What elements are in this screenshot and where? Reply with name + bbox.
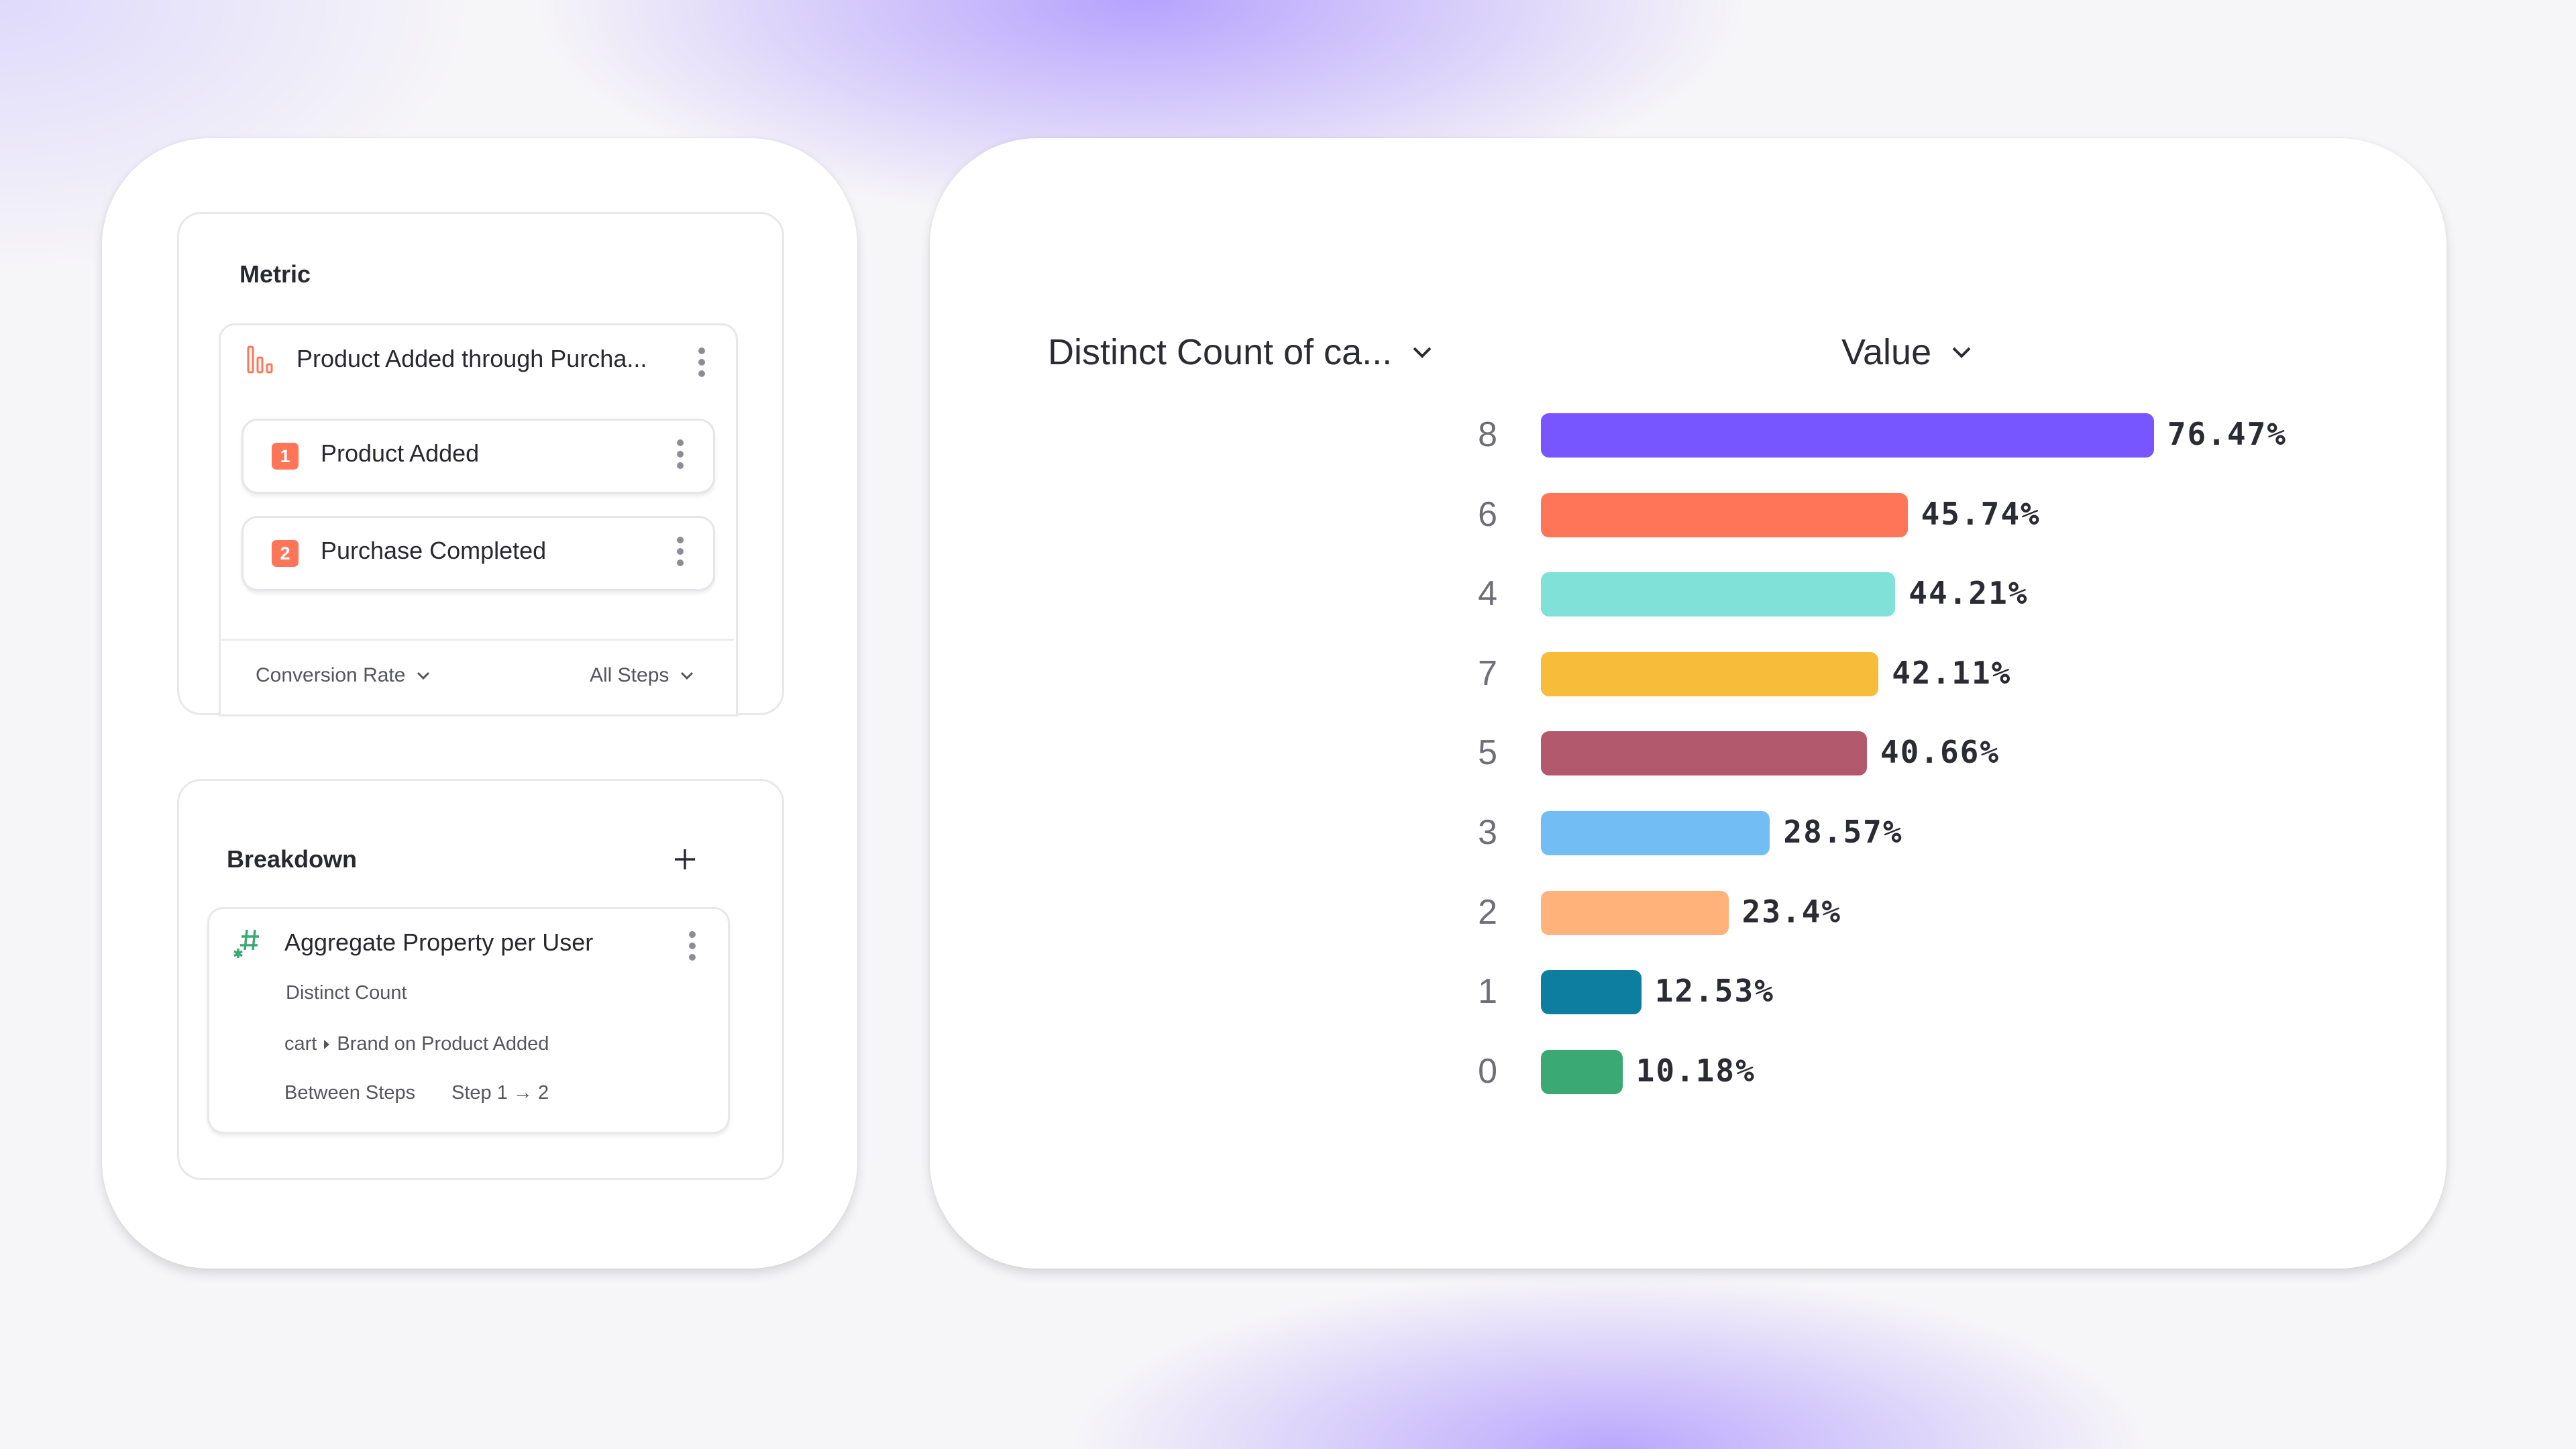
property-name: Brand on Product Added (337, 1033, 549, 1055)
step-label: Product Added (321, 439, 480, 467)
property-parent: cart (284, 1033, 317, 1055)
property-path[interactable]: cart Brand on Product Added (284, 1033, 549, 1055)
chevron-down-icon (1413, 347, 1432, 358)
step-scope-dropdown[interactable]: All Steps (590, 664, 694, 687)
chevron-down-icon (681, 672, 694, 680)
value-label: 45.74% (1921, 495, 2041, 532)
category-column-header[interactable]: Distinct Count of ca... (1048, 331, 1432, 373)
step-more-icon[interactable] (676, 537, 684, 566)
value-label: 23.4% (1741, 893, 1842, 930)
measure-dropdown[interactable]: Conversion Rate (256, 664, 431, 687)
step-number-badge: 2 (272, 540, 299, 567)
category-label: 1 (1478, 972, 1497, 1012)
bar-0[interactable] (1541, 1049, 1623, 1094)
category-label: 2 (1478, 892, 1497, 932)
funnel-bars-icon (247, 345, 275, 374)
aggregation-type[interactable]: Distinct Count (286, 982, 407, 1004)
numeric-property-icon (232, 927, 264, 959)
value-label: 28.57% (1783, 814, 1903, 850)
value-label: 42.11% (1892, 654, 2012, 691)
breakdown-item-title: Aggregate Property per User (284, 928, 594, 956)
value-header-label: Value (1841, 332, 1932, 372)
category-header-label: Distinct Count of ca... (1048, 332, 1393, 372)
category-label: 0 (1478, 1051, 1497, 1091)
divider (221, 639, 734, 641)
step-label: Purchase Completed (321, 537, 547, 564)
step-number-badge: 1 (272, 443, 299, 470)
metric-title[interactable]: Product Added through Purcha... (297, 345, 647, 372)
value-column-header[interactable]: Value (1841, 331, 1972, 373)
breakdown-more-icon[interactable] (688, 931, 696, 961)
chevron-down-icon (1952, 347, 1971, 358)
category-label: 4 (1478, 574, 1497, 614)
window-value[interactable]: Step 1 → 2 (451, 1082, 549, 1104)
category-label: 5 (1478, 733, 1497, 773)
value-label: 44.21% (1909, 575, 2029, 612)
metric-more-icon[interactable] (698, 347, 706, 377)
chart-panel (930, 138, 2447, 1269)
bar-6[interactable] (1541, 492, 1908, 537)
breakdown-label: Breakdown (227, 845, 358, 873)
measure-value: Conversion Rate (256, 664, 406, 686)
chevron-down-icon (417, 672, 430, 680)
bar-2[interactable] (1541, 890, 1729, 935)
category-label: 8 (1478, 415, 1497, 454)
step-scope-value: All Steps (590, 664, 669, 686)
category-label: 6 (1478, 494, 1497, 534)
step-2[interactable]: 2 Purchase Completed (241, 516, 715, 591)
category-label: 7 (1478, 653, 1497, 693)
bar-7[interactable] (1541, 651, 1879, 696)
metric-label: Metric (239, 260, 311, 288)
value-label: 10.18% (1635, 1052, 1756, 1089)
bar-1[interactable] (1541, 970, 1642, 1015)
value-label: 40.66% (1880, 734, 2000, 771)
bar-8[interactable] (1541, 413, 2154, 458)
window-label: Between Steps (284, 1082, 416, 1104)
bar-3[interactable] (1541, 811, 1770, 855)
bar-4[interactable] (1541, 572, 1896, 617)
bar-5[interactable] (1541, 731, 1867, 776)
breakdown-item[interactable] (207, 907, 730, 1134)
step-1[interactable]: 1 Product Added (241, 419, 715, 494)
value-label: 76.47% (2167, 416, 2287, 452)
step-more-icon[interactable] (676, 439, 684, 469)
category-label: 3 (1478, 813, 1497, 852)
plus-icon[interactable] (674, 848, 696, 871)
value-label: 12.53% (1654, 973, 1774, 1010)
caret-right-icon (324, 1039, 330, 1049)
